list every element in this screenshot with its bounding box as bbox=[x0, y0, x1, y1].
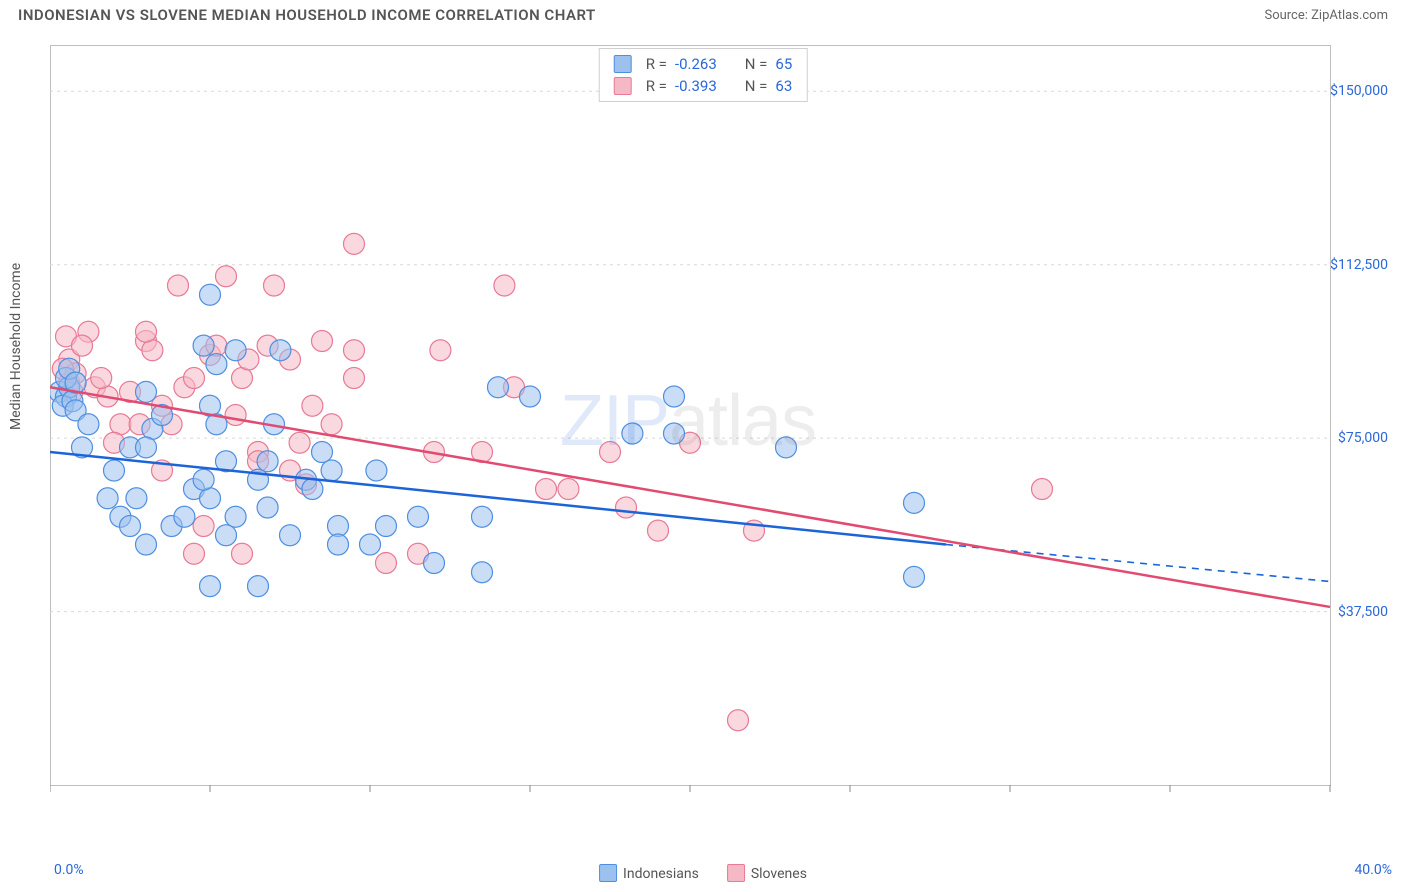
series-swatch-indonesians: Indonesians bbox=[599, 864, 699, 882]
series-legend: Indonesians Slovenes bbox=[599, 864, 807, 882]
source-label: Source: ZipAtlas.com bbox=[1264, 8, 1388, 23]
y-tick-label: $75,000 bbox=[1338, 430, 1388, 446]
chart-title: INDONESIAN VS SLOVENE MEDIAN HOUSEHOLD I… bbox=[18, 6, 596, 24]
series-swatch-slovenes: Slovenes bbox=[727, 864, 807, 882]
legend-row-slovenes: R = -0.393N = 63 bbox=[614, 75, 793, 97]
correlation-legend: R = -0.263N = 65R = -0.393N = 63 bbox=[599, 48, 808, 102]
y-axis-label: Median Household Income bbox=[8, 263, 24, 430]
legend-row-indonesians: R = -0.263N = 65 bbox=[614, 53, 793, 75]
y-tick-label: $37,500 bbox=[1338, 604, 1388, 620]
x-axis-max: 40.0% bbox=[1354, 862, 1392, 878]
y-tick-label: $150,000 bbox=[1330, 83, 1388, 99]
y-tick-label: $112,500 bbox=[1330, 257, 1388, 273]
x-axis-min: 0.0% bbox=[54, 862, 84, 878]
plot-area bbox=[50, 45, 1390, 815]
